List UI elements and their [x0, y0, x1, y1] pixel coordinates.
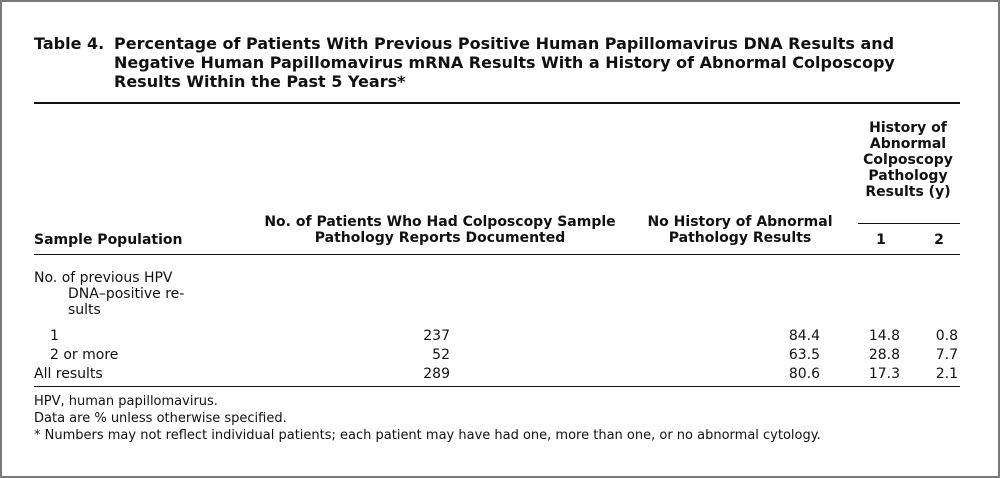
- footnote-units: Data are % unless otherwise specified.: [34, 411, 287, 426]
- row-1-no-history: 84.4: [788, 328, 820, 344]
- row-2-year-1: 28.8: [868, 347, 900, 363]
- row-1-year-2: 0.8: [935, 328, 958, 344]
- header-no-history-line2: Pathology Results: [668, 230, 812, 246]
- row-1-patients: 237: [423, 328, 450, 344]
- row-2-patients: 52: [432, 347, 450, 363]
- row-3-year-1: 17.3: [868, 366, 900, 382]
- bottom-rule: [34, 386, 960, 387]
- group-label-line: DNA–positive re-: [68, 286, 185, 302]
- header-rule: [34, 254, 960, 255]
- header-year-1: 1: [876, 232, 886, 248]
- header-num-patients-line1: No. of Patients Who Had Colposcopy Sampl…: [264, 214, 616, 230]
- header-no-history-line1: No History of Abnormal: [647, 214, 833, 230]
- header-history-line: Results (y): [865, 184, 951, 200]
- header-sample-population: Sample Population: [34, 232, 183, 248]
- footnote-asterisk: * Numbers may not reflect individual pat…: [34, 428, 821, 443]
- group-label-line: No. of previous HPV: [34, 270, 173, 286]
- group-label: No. of previous HPV DNA–positive re- sul…: [34, 270, 184, 318]
- row-3-patients: 289: [423, 366, 450, 382]
- table-title: Percentage of Patients With Previous Pos…: [114, 34, 895, 91]
- group-label-line: sults: [68, 302, 101, 318]
- row-1-population: 1: [50, 328, 59, 344]
- header-history-line: Pathology: [868, 168, 948, 184]
- header-history-group: History of Abnormal Colposcopy Pathology…: [848, 120, 968, 200]
- row-3-population: All results: [34, 366, 103, 382]
- header-no-history: No History of Abnormal Pathology Results: [640, 214, 840, 246]
- footnote-abbreviation: HPV, human papillomavirus.: [34, 394, 218, 409]
- header-history-line: Abnormal: [869, 136, 947, 152]
- header-year-2: 2: [934, 232, 944, 248]
- header-num-patients: No. of Patients Who Had Colposcopy Sampl…: [240, 214, 640, 246]
- row-2-no-history: 63.5: [788, 347, 820, 363]
- top-rule: [34, 102, 960, 104]
- header-history-line: History of: [869, 120, 947, 136]
- row-3-year-2: 2.1: [935, 366, 958, 382]
- row-2-population: 2 or more: [50, 347, 119, 363]
- row-3-no-history: 80.6: [788, 366, 820, 382]
- header-history-line: Colposcopy: [863, 152, 953, 168]
- table-caption: Table 4. Percentage of Patients With Pre…: [34, 34, 964, 91]
- table-label: Table 4.: [34, 34, 105, 53]
- header-num-patients-line2: Pathology Reports Documented: [314, 230, 566, 246]
- row-2-year-2: 7.7: [935, 347, 958, 363]
- history-subrule: [858, 223, 960, 224]
- row-1-year-1: 14.8: [868, 328, 900, 344]
